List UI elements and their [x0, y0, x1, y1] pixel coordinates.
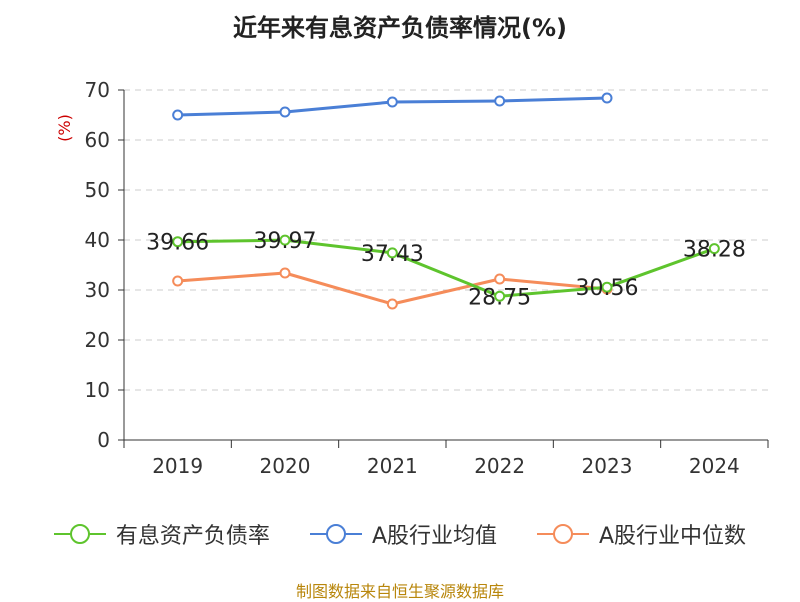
data-label: 30.56	[576, 276, 639, 301]
y-tick-label: 10	[85, 378, 110, 402]
data-point	[172, 109, 184, 121]
data-point	[494, 95, 506, 107]
data-point	[601, 92, 613, 104]
data-point	[386, 96, 398, 108]
data-point	[494, 290, 506, 302]
legend-label: 有息资产负债率	[115, 524, 270, 549]
data-point	[386, 247, 398, 259]
legend-marker	[309, 522, 362, 546]
data-point	[172, 236, 184, 248]
series-line	[177, 238, 715, 298]
data-label: 28.75	[468, 285, 531, 310]
legend-item[interactable]: A股行业中位数	[537, 518, 746, 550]
x-tick-label: 2022	[474, 454, 525, 478]
data-label: 39.97	[254, 229, 317, 254]
legend-label: A股行业中位数	[599, 524, 747, 549]
y-tick-label: 50	[85, 178, 110, 202]
data-point	[708, 243, 720, 255]
x-tick-label: 2021	[367, 454, 418, 478]
chart-title: 近年来有息资产负债率情况(%)	[233, 14, 567, 42]
data-point	[279, 234, 291, 246]
data-point	[279, 106, 291, 118]
y-axis-label: (%)	[55, 114, 74, 142]
legend-marker	[537, 522, 589, 546]
legend-item[interactable]: 有息资产负债率	[53, 518, 270, 550]
x-tick-label: 2023	[582, 454, 633, 478]
legend-label: A股行业均值	[371, 524, 497, 549]
data-label: 38.28	[683, 238, 746, 263]
legend-item[interactable]: A股行业均值	[309, 518, 497, 550]
y-tick-label: 0	[97, 428, 110, 452]
y-tick-label: 30	[85, 278, 110, 302]
legend-dot	[553, 524, 573, 544]
legend-dot	[325, 524, 346, 544]
legend-marker	[53, 522, 106, 546]
x-tick-label: 2019	[152, 454, 203, 478]
line-chart: 0 10 20 30 40 50 60 70 (%) 2019 2020 2021 2022 2023 20…	[55, 78, 769, 478]
y-tick-label: 20	[85, 328, 110, 352]
data-point	[601, 281, 613, 293]
data-point	[386, 298, 398, 310]
legend-dot	[69, 524, 90, 544]
y-tick-label: 40	[85, 228, 110, 252]
data-point	[279, 267, 291, 279]
data-point	[172, 275, 184, 287]
y-tick-label: 70	[85, 78, 110, 102]
chart-legend: 有息资产负债率 A股行业均值 A股行业中位数	[0, 518, 800, 550]
y-tick-label: 60	[85, 128, 110, 152]
x-tick-label: 2024	[689, 454, 740, 478]
x-tick-label: 2020	[260, 454, 311, 478]
data-point	[494, 273, 506, 285]
source-note: 制图数据来自恒生聚源数据库	[295, 582, 504, 601]
data-label: 37.43	[361, 242, 424, 267]
data-label: 39.66	[146, 231, 209, 256]
